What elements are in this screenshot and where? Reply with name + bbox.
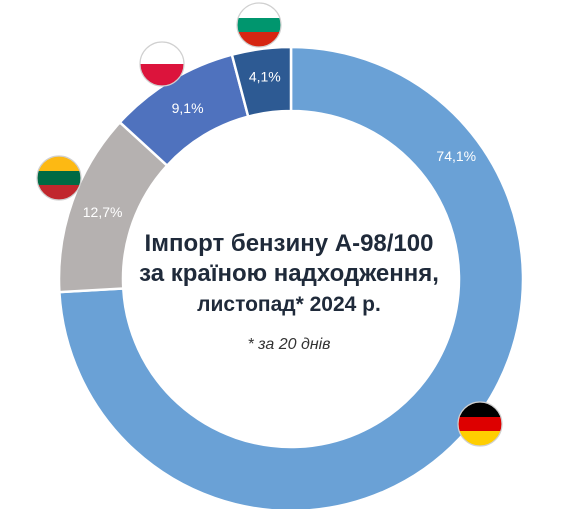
chart-title-line-3: листопад* 2024 р. — [197, 293, 381, 316]
chart-footnote: * за 20 днів — [247, 336, 330, 353]
slice-label-1: 12,7% — [83, 204, 123, 220]
chart-title-line-1: Імпорт бензину А-98/100 — [145, 230, 434, 257]
donut-slices — [57, 45, 525, 509]
chart-title-line-2: за країною надходження, — [139, 260, 439, 287]
slice-labels: 74,1% 12,7% 9,1% 4,1% — [83, 69, 476, 220]
germany-flag-icon — [457, 401, 503, 447]
slice-label-0: 74,1% — [436, 148, 476, 164]
lithuania-flag-icon — [36, 155, 82, 201]
donut-slice-3 — [230, 45, 293, 119]
donut-slice-0 — [58, 45, 525, 509]
slice-label-3: 4,1% — [249, 69, 281, 85]
poland-flag-icon — [139, 41, 185, 87]
slice-label-2: 9,1% — [172, 100, 204, 116]
bulgaria-flag-icon — [236, 2, 282, 48]
